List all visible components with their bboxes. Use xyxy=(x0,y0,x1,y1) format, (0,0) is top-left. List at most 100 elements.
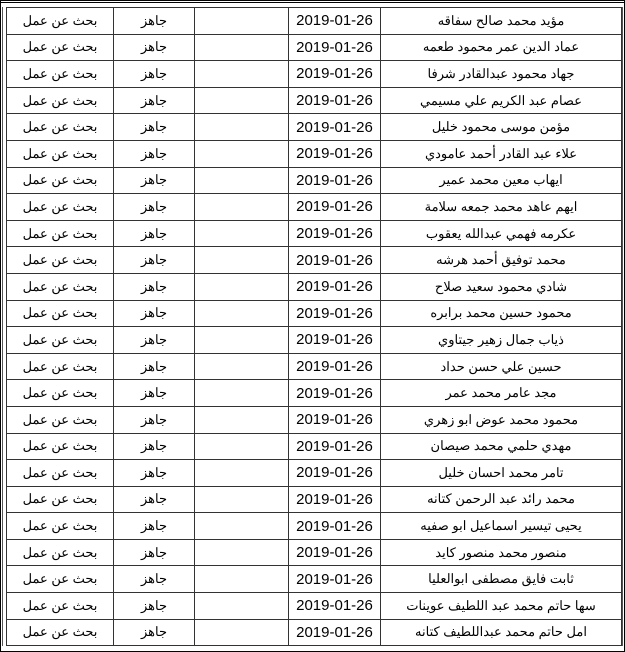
table-row: بحث عن عمل جاهز 2019-01-26 امل حاتم محمد عب… xyxy=(6,618,622,647)
status-cell: بحث عن عمل xyxy=(6,538,114,567)
ready-cell: جاهز xyxy=(113,139,195,168)
table-row: بحث عن عمل جاهز 2019-01-26 جهاد محمود عبدال… xyxy=(6,60,622,88)
status-cell: بحث عن عمل xyxy=(6,113,114,141)
name-cell: مؤيد محمد صالح سفاقه xyxy=(380,7,622,35)
date-cell: 2019-01-26 xyxy=(288,405,381,434)
ready-cell: جاهز xyxy=(113,379,195,407)
date-cell: 2019-01-26 xyxy=(288,299,381,328)
table-row: بحث عن عمل جاهز 2019-01-26 ايهاب معين محمد … xyxy=(6,166,622,195)
date-cell: 2019-01-26 xyxy=(288,618,381,647)
ready-cell: جاهز xyxy=(113,565,195,594)
ready-cell: جاهز xyxy=(113,113,195,141)
name-cell: امل حاتم محمد عبداللطيف كتانه xyxy=(380,618,622,647)
name-cell: عماد الدين عمر محمود طعمه xyxy=(380,33,622,62)
name-cell: سها حاتم محمد عبد اللطيف عوينات xyxy=(380,592,622,620)
ready-cell: جاهز xyxy=(113,592,195,620)
ready-cell: جاهز xyxy=(113,459,195,487)
table-row: بحث عن عمل جاهز 2019-01-26 عكرمه فهمي عبدال… xyxy=(6,219,622,248)
ready-cell: جاهز xyxy=(113,538,195,567)
status-cell: بحث عن عمل xyxy=(6,33,114,62)
ready-cell: جاهز xyxy=(113,272,195,301)
empty-cell xyxy=(194,379,289,407)
empty-cell xyxy=(194,485,289,514)
empty-cell xyxy=(194,352,289,381)
status-cell: بحث عن عمل xyxy=(6,352,114,381)
name-cell: يحيى تيسير اسماعيل ابو صفيه xyxy=(380,512,622,540)
empty-cell xyxy=(194,193,289,221)
name-cell: محمود محمد عوض ابو زهري xyxy=(380,405,622,434)
name-cell: حسين علي حسن حداد xyxy=(380,352,622,381)
date-cell: 2019-01-26 xyxy=(288,432,381,461)
table-row: بحث عن عمل جاهز 2019-01-26 مؤيد محمد صالح س… xyxy=(6,7,622,35)
table-row: بحث عن عمل جاهز 2019-01-26 محمد رائد عبد ال… xyxy=(6,485,622,514)
empty-cell xyxy=(194,592,289,620)
name-cell: مجد عامر محمد عمر xyxy=(380,379,622,407)
date-cell: 2019-01-26 xyxy=(288,379,381,407)
table-row: بحث عن عمل جاهز 2019-01-26 مهدي حلمي محمد ص… xyxy=(6,432,622,461)
empty-cell xyxy=(194,113,289,141)
name-cell: تامر محمد احسان خليل xyxy=(380,459,622,487)
name-cell: محمود حسين محمد برابره xyxy=(380,299,622,328)
status-cell: بحث عن عمل xyxy=(6,405,114,434)
status-cell: بحث عن عمل xyxy=(6,299,114,328)
name-cell: ذياب جمال زهير جيتاوي xyxy=(380,326,622,354)
date-cell: 2019-01-26 xyxy=(288,592,381,620)
ready-cell: جاهز xyxy=(113,7,195,35)
empty-cell xyxy=(194,60,289,88)
empty-cell xyxy=(194,512,289,540)
ready-cell: جاهز xyxy=(113,432,195,461)
date-cell: 2019-01-26 xyxy=(288,538,381,567)
date-cell: 2019-01-26 xyxy=(288,7,381,35)
name-cell: شادي محمود سعيد صلاح xyxy=(380,272,622,301)
status-cell: بحث عن عمل xyxy=(6,246,114,274)
empty-cell xyxy=(194,166,289,195)
status-cell: بحث عن عمل xyxy=(6,432,114,461)
date-cell: 2019-01-26 xyxy=(288,565,381,594)
ready-cell: جاهز xyxy=(113,246,195,274)
empty-cell xyxy=(194,326,289,354)
table-row: بحث عن عمل جاهز 2019-01-26 ثابت فايق مصطفى … xyxy=(6,565,622,594)
date-cell: 2019-01-26 xyxy=(288,512,381,540)
top-divider xyxy=(0,2,625,3)
status-cell: بحث عن عمل xyxy=(6,272,114,301)
empty-cell xyxy=(194,459,289,487)
status-cell: بحث عن عمل xyxy=(6,139,114,168)
ready-cell: جاهز xyxy=(113,86,195,115)
status-cell: بحث عن عمل xyxy=(6,60,114,88)
date-cell: 2019-01-26 xyxy=(288,166,381,195)
table-row: بحث عن عمل جاهز 2019-01-26 عماد الدين عمر م… xyxy=(6,33,622,62)
table-row: بحث عن عمل جاهز 2019-01-26 منصور محمد منصور… xyxy=(6,538,622,567)
right-border xyxy=(622,7,623,646)
name-cell: محمد رائد عبد الرحمن كتانه xyxy=(380,485,622,514)
empty-cell xyxy=(194,405,289,434)
date-cell: 2019-01-26 xyxy=(288,352,381,381)
table-row: بحث عن عمل جاهز 2019-01-26 سها حاتم محمد عب… xyxy=(6,592,622,620)
table-row: بحث عن عمل جاهز 2019-01-26 ايهم عاهد محمد ج… xyxy=(6,193,622,221)
date-cell: 2019-01-26 xyxy=(288,113,381,141)
ready-cell: جاهز xyxy=(113,299,195,328)
empty-cell xyxy=(194,246,289,274)
name-cell: علاء عبد القادر أحمد عامودي xyxy=(380,139,622,168)
name-cell: ثابت فايق مصطفى ابوالعليا xyxy=(380,565,622,594)
status-cell: بحث عن عمل xyxy=(6,326,114,354)
table-row: بحث عن عمل جاهز 2019-01-26 محمود حسين محمد … xyxy=(6,299,622,328)
status-cell: بحث عن عمل xyxy=(6,618,114,647)
table-row: بحث عن عمل جاهز 2019-01-26 علاء عبد القادر … xyxy=(6,139,622,168)
name-cell: مؤمن موسى محمود خليل xyxy=(380,113,622,141)
empty-cell xyxy=(194,139,289,168)
status-cell: بحث عن عمل xyxy=(6,7,114,35)
ready-cell: جاهز xyxy=(113,405,195,434)
status-cell: بحث عن عمل xyxy=(6,592,114,620)
status-cell: بحث عن عمل xyxy=(6,86,114,115)
name-cell: جهاد محمود عبدالقادر شرفا xyxy=(380,60,622,88)
ready-cell: جاهز xyxy=(113,326,195,354)
empty-cell xyxy=(194,219,289,248)
ready-cell: جاهز xyxy=(113,33,195,62)
table-row: بحث عن عمل جاهز 2019-01-26 محمود محمد عوض ا… xyxy=(6,405,622,434)
status-cell: بحث عن عمل xyxy=(6,166,114,195)
name-cell: ايهم عاهد محمد جمعه سلامة xyxy=(380,193,622,221)
table-body: بحث عن عمل جاهز 2019-01-26 مؤيد محمد صالح س… xyxy=(6,7,622,647)
name-cell: عكرمه فهمي عبدالله يعقوب xyxy=(380,219,622,248)
candidates-table: بحث عن عمل جاهز 2019-01-26 مؤيد محمد صالح س… xyxy=(6,7,622,647)
ready-cell: جاهز xyxy=(113,193,195,221)
